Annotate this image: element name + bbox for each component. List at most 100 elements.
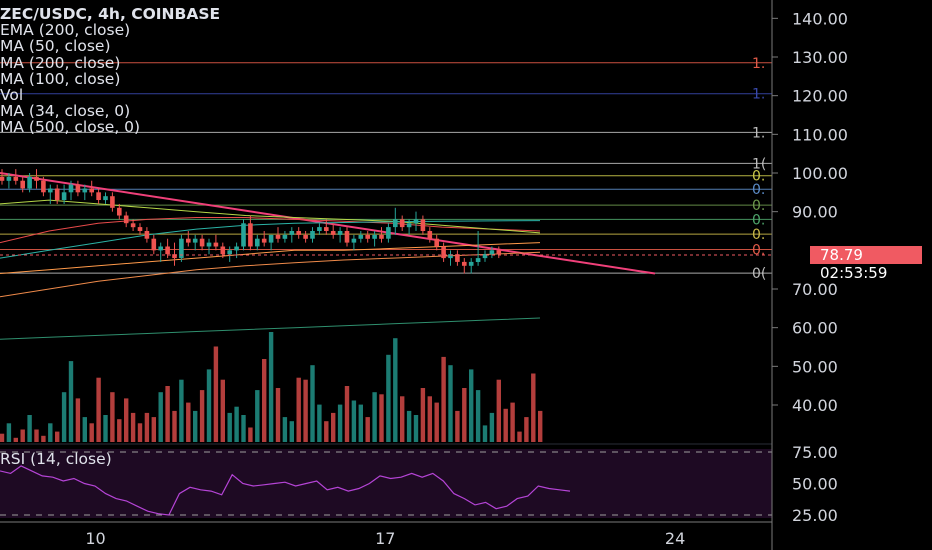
candle-body bbox=[192, 238, 198, 243]
price-candles bbox=[0, 169, 502, 274]
price-axis: 140.00 130.00 120.00 110.00 100.00 90.00 70.00… bbox=[772, 9, 848, 415]
fib-level-label: 0. bbox=[752, 212, 765, 228]
price-tick-label: 40.00 bbox=[792, 396, 838, 415]
indicator-ma-50[interactable]: MA (50, close) bbox=[0, 37, 111, 56]
volume-bar bbox=[255, 390, 260, 442]
fib-level-label: 0. bbox=[752, 182, 765, 198]
candle-body bbox=[344, 231, 350, 243]
rsi-panel-background bbox=[0, 449, 772, 518]
candle-body bbox=[289, 231, 295, 235]
indicator-ema-200[interactable]: EMA (200, close) bbox=[0, 21, 131, 40]
volume-bar bbox=[172, 410, 177, 442]
candle-body bbox=[482, 254, 488, 259]
price-tick-label: 100.00 bbox=[792, 164, 848, 183]
candle-body bbox=[275, 234, 281, 239]
candle-body bbox=[372, 234, 377, 239]
fib-level-label: 0. bbox=[752, 243, 765, 259]
indicator-ma-100[interactable]: MA (100, close) bbox=[0, 69, 121, 88]
volume-bar bbox=[427, 396, 432, 442]
volume-bar bbox=[489, 412, 495, 442]
candle-body bbox=[158, 246, 163, 251]
indicator-ma-500[interactable]: MA (500, close, 0) bbox=[0, 118, 141, 137]
rsi-axis: 75.00 50.00 25.00 bbox=[792, 443, 838, 525]
volume-bar bbox=[310, 365, 315, 442]
volume-bar bbox=[179, 379, 184, 442]
price-tick-label: 140.00 bbox=[792, 9, 848, 28]
moving-average-lines bbox=[0, 199, 541, 340]
candle-body bbox=[248, 223, 253, 247]
fib-level-label: 1. bbox=[752, 125, 765, 141]
volume-bar bbox=[137, 423, 143, 442]
volume-bar bbox=[365, 417, 370, 442]
last-price-tag: 78.79 02:53:59 bbox=[810, 246, 922, 282]
volume-bar bbox=[406, 410, 412, 442]
candle-body bbox=[330, 231, 336, 235]
candle-body bbox=[496, 250, 502, 255]
volume-bars bbox=[0, 332, 543, 442]
candle-body bbox=[310, 231, 315, 239]
volume-bar bbox=[130, 412, 136, 442]
fibonacci-levels bbox=[0, 62, 772, 274]
candle-body bbox=[186, 238, 191, 243]
candle-body bbox=[399, 219, 405, 228]
volume-bar bbox=[124, 398, 129, 442]
fib-level-label: 0. bbox=[752, 169, 765, 185]
volume-bar bbox=[469, 369, 474, 442]
candle-body bbox=[413, 219, 419, 224]
volume-bar bbox=[275, 388, 281, 442]
volume-bar bbox=[117, 419, 122, 442]
volume-bar bbox=[248, 427, 253, 442]
candle-body bbox=[6, 176, 12, 181]
indicator-vol[interactable]: Vol bbox=[0, 86, 24, 105]
candle-body bbox=[27, 176, 32, 189]
moving-average-line bbox=[0, 199, 541, 234]
indicator-ma-200[interactable]: MA (200, close) bbox=[0, 53, 121, 72]
candle-body bbox=[220, 246, 226, 255]
candle-body bbox=[282, 234, 288, 239]
volume-bar bbox=[103, 415, 108, 442]
symbol-title[interactable]: ZEC/USDC, 4h, COINBASE bbox=[0, 5, 221, 23]
price-tick-label: 130.00 bbox=[792, 48, 848, 67]
candle-body bbox=[455, 254, 460, 262]
volume-bar bbox=[462, 388, 467, 442]
volume-bar bbox=[455, 410, 460, 442]
volume-bar bbox=[413, 415, 419, 442]
candle-body bbox=[358, 234, 364, 239]
volume-bar bbox=[0, 433, 5, 442]
candle-body bbox=[337, 231, 343, 235]
price-tick-label: 120.00 bbox=[792, 87, 848, 106]
volume-bar bbox=[503, 408, 508, 442]
candle-body bbox=[144, 231, 150, 239]
candle-body bbox=[117, 207, 122, 216]
candle-body bbox=[75, 184, 81, 193]
candle-body bbox=[255, 238, 260, 247]
volume-bar bbox=[41, 435, 46, 442]
candle-body bbox=[103, 196, 108, 201]
volume-bar bbox=[234, 406, 239, 442]
volume-bar bbox=[303, 379, 308, 442]
rsi-tick-label: 25.00 bbox=[792, 506, 838, 525]
fib-level-label: 1. bbox=[752, 56, 765, 72]
volume-bar bbox=[482, 425, 488, 442]
volume-bar bbox=[27, 415, 32, 442]
candle-body bbox=[317, 227, 322, 231]
candle-body bbox=[54, 188, 60, 201]
volume-bar bbox=[262, 359, 267, 442]
candle-body bbox=[268, 234, 274, 243]
candle-body bbox=[420, 219, 426, 231]
volume-bar bbox=[351, 400, 357, 442]
candle-body bbox=[130, 223, 136, 228]
volume-bar bbox=[213, 346, 219, 442]
fib-level-label: 0. bbox=[752, 198, 765, 214]
candle-body bbox=[34, 176, 39, 181]
indicator-ma-34[interactable]: MA (34, close, 0) bbox=[0, 102, 131, 121]
volume-bar bbox=[144, 412, 150, 442]
descending-trend-line bbox=[0, 172, 656, 275]
candle-body bbox=[0, 176, 5, 181]
candle-body bbox=[110, 196, 115, 208]
rsi-tick-label: 50.00 bbox=[792, 475, 838, 494]
candle-body bbox=[151, 238, 157, 251]
rsi-indicator-label[interactable]: RSI (14, close) bbox=[0, 450, 112, 468]
time-axis: 10 17 24 bbox=[85, 529, 685, 548]
